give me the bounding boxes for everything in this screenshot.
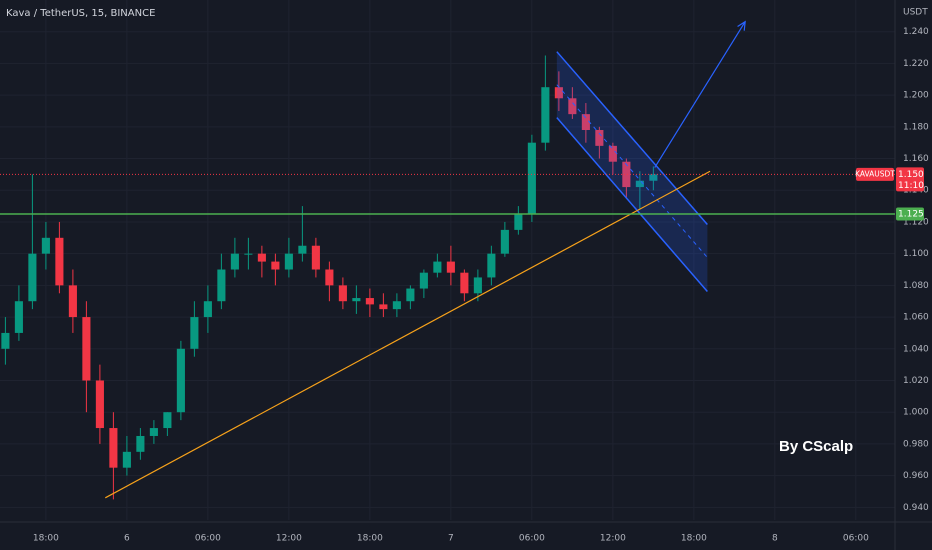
y-tick-label: 1.180: [903, 122, 929, 132]
candle-body: [325, 269, 334, 286]
candle-body: [379, 304, 388, 310]
candle-body: [68, 285, 77, 318]
candle-body: [217, 269, 226, 302]
y-tick-label: 1.060: [903, 313, 929, 323]
candle-body: [541, 87, 550, 143]
candle-body: [149, 428, 158, 436]
x-tick-label: 06:00: [519, 534, 545, 544]
trend-line: [105, 170, 711, 499]
candle-body: [55, 237, 64, 286]
candle-body: [500, 229, 509, 254]
candle-body: [446, 261, 455, 273]
candle-body: [41, 237, 50, 254]
candle-body: [190, 317, 199, 349]
y-tick-label: 1.000: [903, 408, 929, 418]
candle-body: [271, 261, 280, 270]
y-tick-label: 1.160: [903, 154, 929, 164]
x-tick-label: 06:00: [195, 534, 221, 544]
candle-body: [460, 272, 469, 294]
candle-body: [338, 285, 347, 302]
watermark: By CScalp: [779, 438, 853, 455]
x-tick-label: 7: [448, 534, 454, 544]
y-tick-label: 1.200: [903, 91, 929, 101]
candle-body: [1, 332, 10, 349]
x-tick-label: 18:00: [681, 534, 707, 544]
candle-body: [622, 161, 631, 188]
y-tick-label: 1.220: [903, 59, 929, 69]
countdown-label: 11:10: [898, 181, 924, 191]
candle-body: [554, 87, 563, 99]
candle-body: [433, 261, 442, 273]
x-tick-label: 12:00: [276, 534, 302, 544]
channel-lower: [556, 117, 708, 293]
candle-body: [406, 288, 415, 302]
candle-body: [581, 114, 590, 130]
candle-body: [230, 253, 239, 270]
candle-body: [244, 253, 253, 255]
candle-body: [352, 298, 361, 302]
candle-body: [365, 298, 374, 305]
y-tick-label: 0.940: [903, 503, 929, 513]
unit-label: USDT: [903, 8, 928, 18]
candle-body: [311, 245, 320, 270]
x-tick-label: 12:00: [600, 534, 626, 544]
candle-body: [95, 380, 104, 429]
arrow-line: [654, 21, 746, 168]
x-tick-label: 18:00: [33, 534, 59, 544]
candle-body: [176, 348, 185, 413]
candle-body: [136, 435, 145, 452]
candle-body: [257, 253, 266, 262]
arrow-head: [737, 20, 746, 31]
y-tick-label: 0.980: [903, 439, 929, 449]
candle-body: [487, 253, 496, 278]
y-tick-label: 1.120: [903, 217, 929, 227]
y-tick-label: 1.040: [903, 344, 929, 354]
candle-body: [527, 142, 536, 215]
chart-title: Kava / TetherUS, 15, BINANCE: [6, 8, 155, 19]
price-tag: [896, 207, 924, 221]
candle-body: [109, 428, 118, 468]
candle-body: [473, 277, 482, 294]
candle-body: [298, 245, 307, 254]
candle-body: [568, 98, 577, 115]
channel-upper: [556, 51, 708, 225]
candle-body: [122, 451, 131, 468]
y-tick-label: 1.240: [903, 27, 929, 37]
channel-middle: [556, 84, 708, 258]
candle-body: [163, 412, 172, 429]
candle-body: [514, 214, 523, 230]
price-tag-label: 1.125: [898, 210, 924, 220]
candle-body: [635, 180, 644, 188]
x-tick-label: 06:00: [843, 534, 869, 544]
candle-body: [419, 272, 428, 289]
candle-body: [392, 301, 401, 310]
candle-body: [649, 174, 658, 181]
y-tick-label: 1.100: [903, 249, 929, 259]
candle-body: [28, 253, 37, 302]
x-tick-label: 8: [772, 534, 778, 544]
price-tag: [896, 167, 924, 192]
symbol-label: KAVAUSDT: [855, 169, 895, 178]
x-tick-label: 6: [124, 534, 130, 544]
price-tag-label: 1.150: [898, 170, 924, 180]
candle-body: [14, 301, 23, 333]
symbol-tag: [856, 167, 894, 181]
candle-body: [203, 301, 212, 318]
y-tick-label: 1.080: [903, 281, 929, 291]
candle-body: [284, 253, 293, 270]
candle-body: [608, 145, 617, 162]
y-tick-label: 1.020: [903, 376, 929, 386]
y-tick-label: 0.960: [903, 471, 929, 481]
x-tick-label: 18:00: [357, 534, 383, 544]
candle-body: [82, 317, 91, 381]
candle-body: [595, 130, 604, 146]
